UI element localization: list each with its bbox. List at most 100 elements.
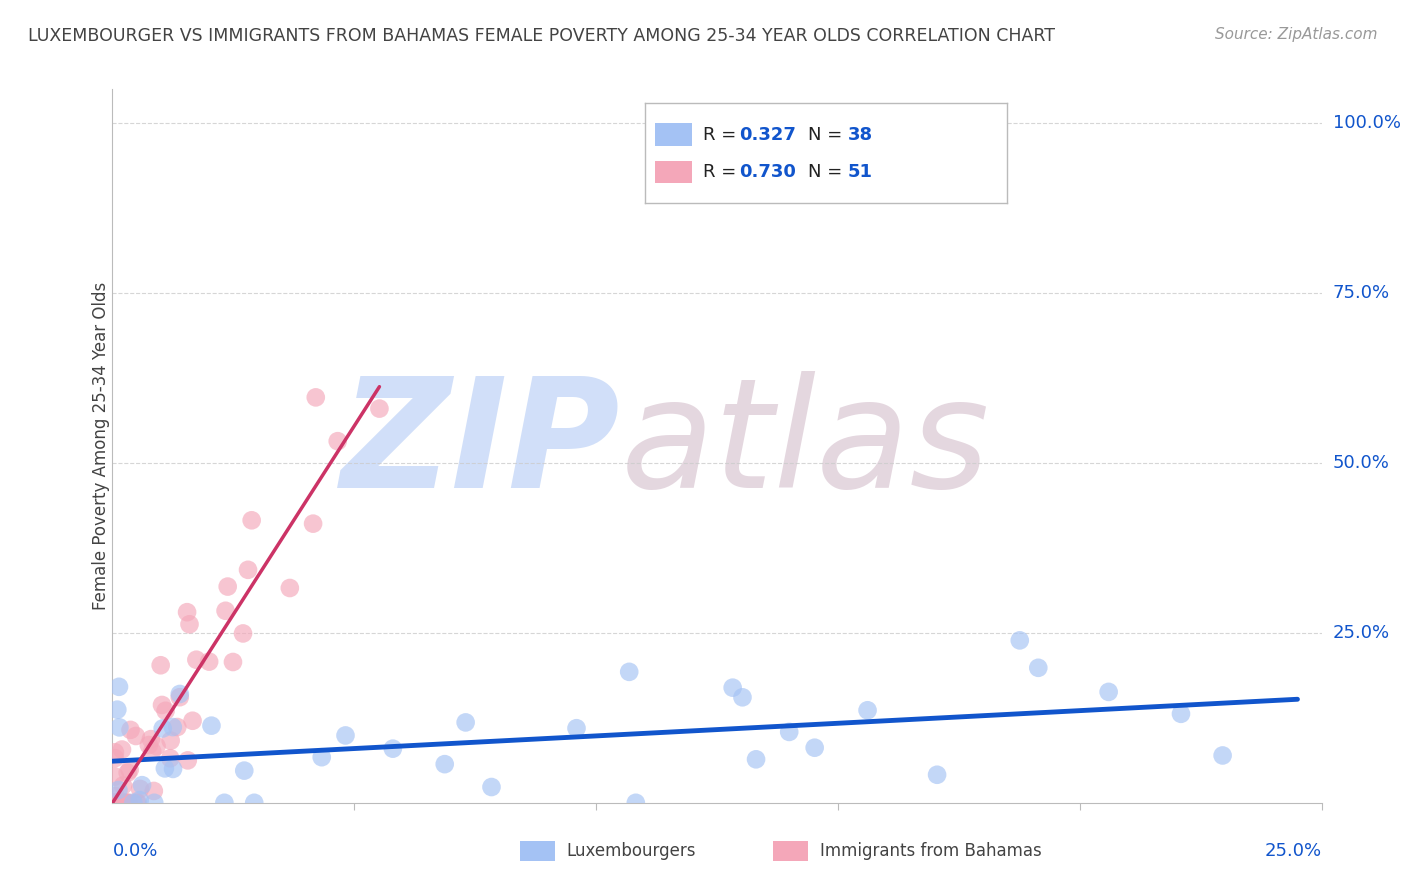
Point [118, 763, 141, 777]
Point [145, 739, 167, 754]
Point [138, 738, 160, 752]
Point [1098, 685, 1121, 699]
Text: 50.0%: 50.0% [1333, 454, 1389, 472]
Point [141, 744, 163, 758]
Point [159, 751, 181, 765]
Point [104, 745, 127, 759]
Point [176, 605, 198, 619]
Point [143, 796, 166, 810]
Point [104, 796, 127, 810]
Point [129, 781, 152, 796]
Point [619, 665, 641, 679]
Point [311, 750, 333, 764]
Point [111, 779, 134, 793]
Point [105, 703, 128, 717]
Point [169, 687, 191, 701]
Point [127, 796, 149, 810]
Point [104, 796, 127, 810]
Point [236, 563, 259, 577]
Point [152, 722, 174, 736]
Point [118, 796, 141, 810]
Point [186, 653, 208, 667]
Text: atlas: atlas [620, 371, 990, 521]
Point [177, 753, 200, 767]
Point [117, 796, 139, 810]
Text: Luxembourgers: Luxembourgers [567, 842, 696, 860]
Point [142, 784, 165, 798]
Point [179, 617, 201, 632]
Text: Immigrants from Bahamas: Immigrants from Bahamas [820, 842, 1042, 860]
Point [433, 757, 456, 772]
Text: 25.0%: 25.0% [1333, 624, 1391, 642]
Point [104, 796, 127, 810]
Point [381, 741, 404, 756]
Point [198, 655, 221, 669]
Point [139, 732, 162, 747]
Point [162, 720, 184, 734]
Text: 100.0%: 100.0% [1333, 114, 1400, 132]
Point [159, 733, 181, 747]
Point [104, 751, 127, 765]
Point [1026, 661, 1049, 675]
Point [125, 796, 148, 810]
Point [745, 752, 768, 766]
Point [104, 789, 127, 803]
Y-axis label: Female Poverty Among 25-34 Year Olds: Female Poverty Among 25-34 Year Olds [93, 282, 110, 610]
Point [112, 796, 135, 810]
Point [302, 516, 325, 531]
Point [481, 780, 503, 794]
Point [108, 680, 131, 694]
Point [125, 729, 148, 743]
Point [925, 768, 948, 782]
Point [233, 764, 256, 778]
Point [112, 796, 135, 810]
Point [243, 796, 266, 810]
Point [240, 513, 263, 527]
Point [1212, 748, 1234, 763]
Text: LUXEMBOURGER VS IMMIGRANTS FROM BAHAMAS FEMALE POVERTY AMONG 25-34 YEAR OLDS COR: LUXEMBOURGER VS IMMIGRANTS FROM BAHAMAS … [28, 27, 1054, 45]
Point [104, 796, 127, 810]
Point [117, 765, 139, 780]
Text: Source: ZipAtlas.com: Source: ZipAtlas.com [1215, 27, 1378, 42]
Point [111, 742, 134, 756]
Text: ZIP: ZIP [340, 371, 620, 521]
Text: 0.0%: 0.0% [112, 842, 157, 860]
Point [104, 770, 127, 784]
Point [107, 783, 129, 797]
Point [803, 740, 825, 755]
Point [565, 721, 588, 735]
Point [214, 796, 236, 810]
Point [108, 720, 131, 734]
Point [335, 728, 357, 742]
Point [1008, 633, 1031, 648]
Point [232, 626, 254, 640]
Point [454, 715, 477, 730]
Point [217, 580, 239, 594]
Point [128, 793, 150, 807]
Point [115, 796, 138, 810]
Point [222, 655, 245, 669]
Text: 75.0%: 75.0% [1333, 284, 1391, 302]
Point [1170, 706, 1192, 721]
Point [155, 704, 177, 718]
Point [166, 720, 188, 734]
Text: 25.0%: 25.0% [1264, 842, 1322, 860]
Point [181, 714, 204, 728]
Point [169, 690, 191, 705]
Point [624, 796, 647, 810]
Point [721, 681, 744, 695]
Point [856, 703, 879, 717]
Point [305, 390, 328, 404]
Point [153, 761, 176, 775]
Point [162, 762, 184, 776]
Point [120, 723, 142, 737]
Point [326, 434, 349, 449]
Point [278, 581, 301, 595]
Point [368, 401, 391, 416]
Point [214, 604, 236, 618]
Point [122, 796, 145, 810]
Point [200, 719, 222, 733]
Point [149, 658, 172, 673]
Point [131, 778, 153, 792]
Point [778, 725, 800, 739]
